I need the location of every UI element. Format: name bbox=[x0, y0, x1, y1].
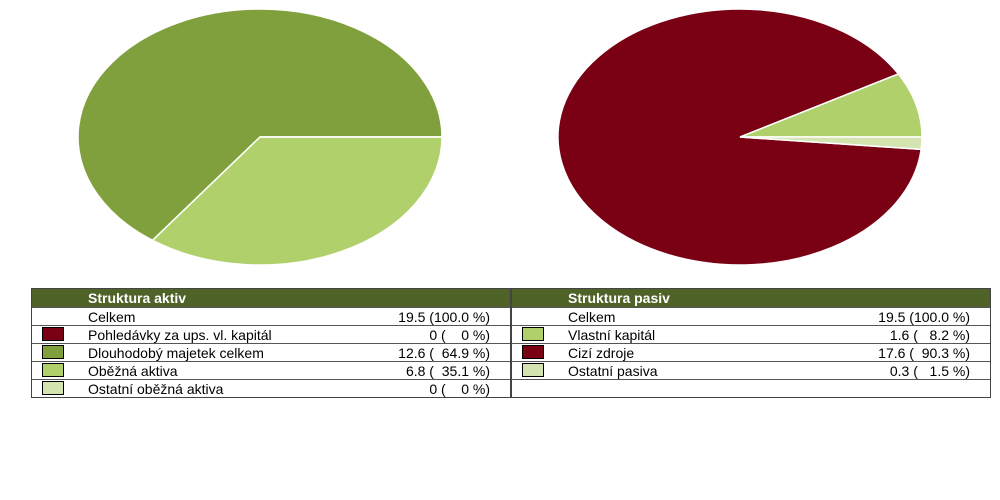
legend-value: 0 ( 0 %) bbox=[429, 381, 490, 397]
legend-row: Pohledávky za ups. vl. kapitál 0 ( 0 %) bbox=[32, 325, 510, 343]
legend-label: Ostatní pasiva bbox=[568, 363, 658, 379]
legend-value: 0 ( 0 %) bbox=[429, 327, 490, 343]
legend-row: Ostatní pasiva 0.3 ( 1.5 %) bbox=[512, 361, 990, 379]
legend-swatch bbox=[42, 363, 64, 377]
legend-table: Struktura aktiv Celkem 19.5 (100.0 %) Pohle… bbox=[31, 288, 511, 398]
total-row: Celkem 19.5 (100.0 %) bbox=[32, 307, 510, 325]
legend-row: Cizí zdroje 17.6 ( 90.3 %) bbox=[512, 343, 990, 361]
legend-label: Vlastní kapitál bbox=[568, 327, 656, 343]
legend-swatch bbox=[42, 381, 64, 395]
legend-swatch bbox=[42, 327, 64, 341]
total-value: 19.5 (100.0 %) bbox=[398, 309, 490, 325]
pie-canvas bbox=[77, 8, 923, 266]
total-value: 19.5 (100.0 %) bbox=[878, 309, 970, 325]
legend-value: 17.6 ( 90.3 %) bbox=[878, 345, 970, 361]
pie-slice bbox=[151, 136, 443, 266]
legend-row: Dlouhodobý majetek celkem 12.6 ( 64.9 %) bbox=[32, 343, 510, 361]
pie-slice bbox=[739, 72, 923, 138]
legend-label: Cizí zdroje bbox=[568, 345, 635, 361]
legend-table: Struktura pasiv Celkem 19.5 (100.0 %) Vlast… bbox=[511, 288, 991, 398]
legend-value: 1.6 ( 8.2 %) bbox=[889, 327, 970, 343]
total-label: Celkem bbox=[568, 309, 616, 325]
legend-swatch bbox=[42, 345, 64, 359]
table-header: Struktura aktiv bbox=[32, 289, 510, 307]
legend-label: Pohledávky za ups. vl. kapitál bbox=[88, 327, 272, 343]
legend-swatch bbox=[522, 345, 544, 359]
table-title: Struktura pasiv bbox=[568, 290, 670, 306]
legend-label: Ostatní oběžná aktiva bbox=[88, 381, 224, 397]
legend-swatch bbox=[522, 363, 544, 377]
total-label: Celkem bbox=[88, 309, 136, 325]
pie-slice bbox=[739, 136, 923, 151]
legend-value: 6.8 ( 35.1 %) bbox=[405, 363, 490, 379]
legend-swatch bbox=[522, 327, 544, 341]
legend-row: Ostatní oběžná aktiva 0 ( 0 %) bbox=[32, 379, 510, 397]
legend-value: 12.6 ( 64.9 %) bbox=[398, 345, 490, 361]
empty-row bbox=[512, 379, 990, 397]
table-title: Struktura aktiv bbox=[88, 290, 187, 306]
pie-slice bbox=[557, 8, 923, 266]
legend-row: Vlastní kapitál 1.6 ( 8.2 %) bbox=[512, 325, 990, 343]
legend-label: Oběžná aktiva bbox=[88, 363, 178, 379]
pie-slice bbox=[77, 8, 443, 242]
legend-label: Dlouhodobý majetek celkem bbox=[88, 345, 264, 361]
table-header: Struktura pasiv bbox=[512, 289, 990, 307]
legend-value: 0.3 ( 1.5 %) bbox=[889, 363, 970, 379]
total-row: Celkem 19.5 (100.0 %) bbox=[512, 307, 990, 325]
legend-row: Oběžná aktiva 6.8 ( 35.1 %) bbox=[32, 361, 510, 379]
